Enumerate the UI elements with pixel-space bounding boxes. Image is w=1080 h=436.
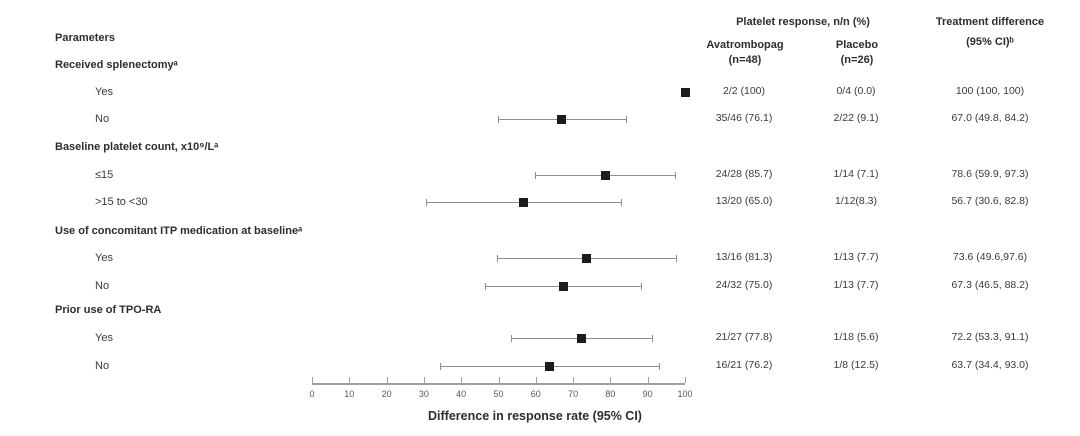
x-axis-tick: [610, 377, 612, 383]
x-axis-tick-label: 80: [605, 389, 616, 399]
row-label: Yes: [95, 85, 113, 98]
ci-whisker-cap-high: [676, 254, 678, 262]
ci-whisker-cap-low: [535, 171, 537, 179]
x-axis-tick-label: 10: [344, 389, 355, 399]
row-label: No: [95, 112, 110, 125]
x-axis-tick: [349, 377, 351, 383]
row-label: No: [95, 279, 110, 292]
treatment-difference-value: 100 (100, 100): [955, 85, 1025, 98]
x-axis-tick-label: 100: [677, 389, 693, 399]
estimate-marker: [518, 197, 528, 207]
row-label: No: [95, 359, 110, 372]
ci-whisker-cap-low: [497, 115, 499, 123]
x-axis-tick-label: 0: [309, 389, 315, 399]
estimate-marker: [576, 333, 586, 343]
estimate-marker: [545, 361, 555, 371]
avatrombopag-value: 21/27 (77.8): [715, 331, 773, 344]
treatment-difference-value: 63.7 (34.4, 93.0): [951, 359, 1029, 372]
treatment-difference-value: 73.6 (49.6,97.6): [952, 251, 1028, 264]
ci-whisker-cap-low: [510, 334, 512, 342]
group-label-platelet-count: Baseline platelet count, x10⁹/Lᵃ: [55, 140, 219, 153]
avatrombopag-value: 24/28 (85.7): [715, 168, 773, 181]
estimate-marker: [582, 253, 592, 263]
x-axis-tick: [535, 377, 537, 383]
avatrombopag-value: 13/20 (65.0): [715, 195, 773, 208]
placebo-value: 1/8 (12.5): [833, 359, 879, 372]
treatment-difference-value: 67.3 (46.5, 88.2): [951, 279, 1029, 292]
x-axis-tick-label: 70: [568, 389, 579, 399]
x-axis-tick-label: 20: [381, 389, 392, 399]
x-axis-tick: [573, 377, 575, 383]
row-label: >15 to <30: [95, 195, 148, 208]
x-axis-tick-label: 40: [456, 389, 467, 399]
placebo-value: 1/14 (7.1): [833, 168, 879, 181]
treatment-difference-value: 72.2 (53.3, 91.1): [951, 331, 1029, 344]
x-axis-tick-label: 90: [642, 389, 653, 399]
group-label-splenectomy: Received splenectomyᵃ: [55, 58, 178, 71]
ci-whisker-cap-high: [658, 362, 660, 370]
treatment-difference-value: 67.0 (49.8, 84.2): [951, 112, 1029, 125]
x-axis-tick: [498, 377, 500, 383]
estimate-marker: [558, 281, 568, 291]
x-axis-tick: [685, 377, 686, 383]
avatrombopag-value: 2/2 (100): [722, 85, 766, 98]
avatrombopag-value: 13/16 (81.3): [715, 251, 773, 264]
ci-whisker-cap-low: [426, 198, 428, 206]
x-axis-tick: [423, 377, 425, 383]
estimate-marker: [680, 87, 690, 97]
ci-whisker-cap-low: [440, 362, 442, 370]
x-axis-line: [312, 383, 685, 385]
x-axis-tick: [647, 377, 649, 383]
parameters-column-header: Parameters: [55, 31, 115, 44]
ci-whisker-cap-high: [651, 334, 653, 342]
x-axis-tick-label: 50: [493, 389, 504, 399]
placebo-column-header: Placebo: [835, 38, 879, 51]
row-label: Yes: [95, 251, 113, 264]
placebo-value: 1/18 (5.6): [833, 331, 879, 344]
placebo-n-label: (n=26): [840, 53, 874, 66]
x-axis-tick-label: 60: [530, 389, 541, 399]
placebo-value: 1/13 (7.7): [833, 251, 879, 264]
x-axis-tick: [461, 377, 463, 383]
ci-whisker-cap-low: [485, 282, 487, 290]
treatment-difference-header: Treatment difference: [935, 15, 1045, 28]
placebo-value: 0/4 (0.0): [836, 85, 876, 98]
x-axis-tick: [312, 377, 313, 383]
placebo-value: 2/22 (9.1): [833, 112, 879, 125]
avatrombopag-value: 16/21 (76.2): [715, 359, 773, 372]
group-label-tpo-ra: Prior use of TPO-RA: [55, 303, 162, 316]
avatrombopag-n-label: (n=48): [728, 53, 762, 66]
ci-whisker-cap-high: [620, 198, 622, 206]
group-label-itp-medication: Use of concomitant ITP medication at bas…: [55, 224, 303, 237]
ci-whisker-cap-high: [674, 171, 676, 179]
x-axis-title: Difference in response rate (95% CI): [428, 409, 642, 423]
avatrombopag-value: 24/32 (75.0): [715, 279, 773, 292]
row-label: Yes: [95, 331, 113, 344]
x-axis-tick: [386, 377, 388, 383]
x-axis-tick-label: 30: [418, 389, 429, 399]
ci-whisker-cap-high: [640, 282, 642, 290]
platelet-response-header: Platelet response, n/n (%): [736, 15, 870, 28]
ci-whisker-cap-low: [497, 254, 498, 262]
placebo-value: 1/12(8.3): [834, 195, 878, 208]
treatment-difference-value: 78.6 (59.9, 97.3): [951, 168, 1029, 181]
estimate-marker: [557, 114, 567, 124]
treatment-difference-ci-label: (95% CI)ᵇ: [966, 35, 1014, 48]
treatment-difference-value: 56.7 (30.6, 82.8): [951, 195, 1029, 208]
avatrombopag-column-header: Avatrombopag: [706, 38, 784, 51]
avatrombopag-value: 35/46 (76.1): [715, 112, 773, 125]
placebo-value: 1/13 (7.7): [833, 279, 879, 292]
row-label: ≤15: [95, 168, 114, 181]
ci-whisker-cap-high: [626, 115, 628, 123]
estimate-marker: [600, 170, 610, 180]
